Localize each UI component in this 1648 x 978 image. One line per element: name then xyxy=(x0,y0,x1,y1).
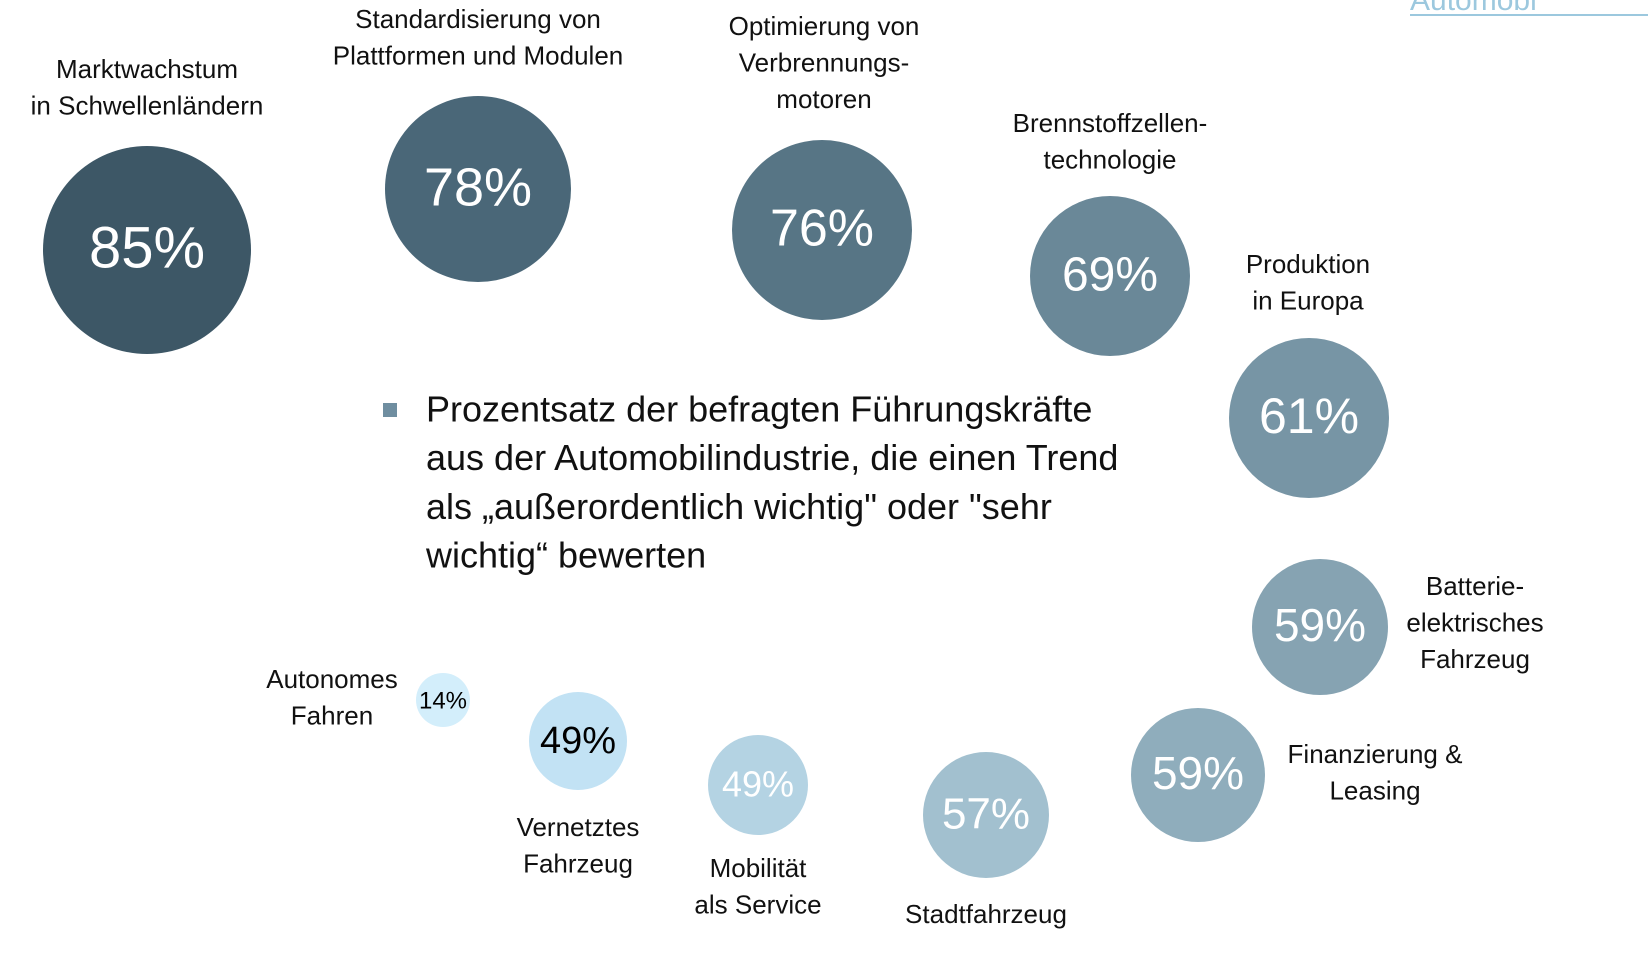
bubble xyxy=(1229,338,1389,498)
bubble xyxy=(708,735,808,835)
bubble-label: Produktion xyxy=(1246,249,1370,279)
bubble xyxy=(1131,708,1265,842)
bubble-label: technologie xyxy=(1044,144,1177,174)
note-line: aus der Automobilindustrie, die einen Tr… xyxy=(426,437,1118,478)
bubble xyxy=(1030,196,1190,356)
value-label: 49% xyxy=(540,720,616,762)
bubble-label: als Service xyxy=(694,889,821,919)
bubble-label: Leasing xyxy=(1329,775,1420,805)
bubble-label: Verbrennungs- xyxy=(739,47,910,77)
bubble-label: elektrisches xyxy=(1406,607,1543,637)
bubble-label: Mobilität xyxy=(710,853,808,883)
note-line: als „außerordentlich wichtig" oder "sehr xyxy=(426,486,1052,527)
bubble-label: in Europa xyxy=(1252,285,1364,315)
value-label: 85% xyxy=(89,215,205,280)
bubble-label: Standardisierung von xyxy=(355,4,601,34)
bubble xyxy=(416,673,470,727)
bubble-label: Finanzierung & xyxy=(1288,739,1463,769)
value-label: 69% xyxy=(1062,249,1158,302)
header: Automobi xyxy=(1410,0,1537,17)
bubble xyxy=(43,146,251,354)
bubble-label: Brennstoffzellen- xyxy=(1013,108,1208,138)
bubble xyxy=(732,140,912,320)
note-line: wichtig“ bewerten xyxy=(425,535,706,576)
value-label: 59% xyxy=(1274,599,1366,651)
bubble-label: Fahren xyxy=(291,700,373,730)
bubble-label: in Schwellenländern xyxy=(31,90,264,120)
value-label: 78% xyxy=(424,157,532,217)
bubble-label: Vernetztes xyxy=(517,812,640,842)
value-label: 57% xyxy=(942,790,1030,839)
bubble-label: Optimierung von xyxy=(729,11,920,41)
bubble-label: Fahrzeug xyxy=(523,848,633,878)
bubble xyxy=(923,752,1049,878)
bubble-label: Batterie- xyxy=(1426,571,1524,601)
bubble-label: Fahrzeug xyxy=(1420,644,1530,674)
bubble xyxy=(1252,559,1388,695)
bubble-label: Plattformen und Modulen xyxy=(333,40,624,70)
bubble xyxy=(529,692,627,790)
bubble-label: motoren xyxy=(776,84,871,114)
bullet xyxy=(383,403,397,417)
value-label: 61% xyxy=(1259,388,1359,444)
value-label: 76% xyxy=(770,200,874,258)
value-label: 14% xyxy=(419,687,467,714)
bubble xyxy=(385,96,571,282)
value-label: 49% xyxy=(722,764,794,805)
note-line: Prozentsatz der befragten Führungskräfte xyxy=(426,389,1092,430)
bubble-label: Autonomes xyxy=(266,664,398,694)
bubble-label: Marktwachstum xyxy=(56,54,238,84)
value-label: 59% xyxy=(1152,747,1244,799)
bubble-label: Stadtfahrzeug xyxy=(905,899,1067,929)
